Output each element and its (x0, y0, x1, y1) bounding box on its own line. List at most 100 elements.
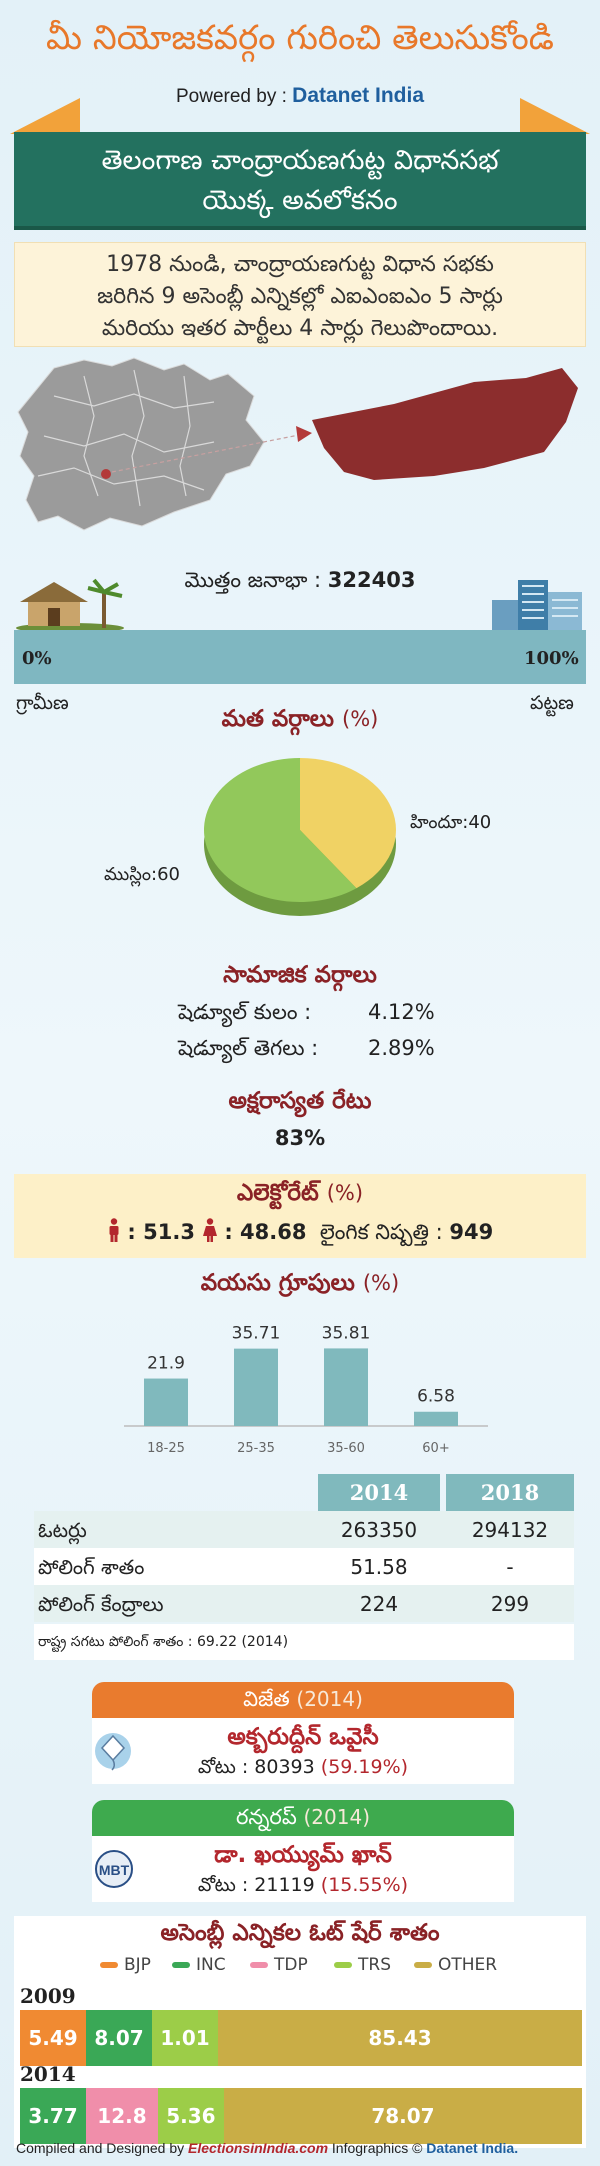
legend-label: TRS (358, 1955, 391, 1975)
cell-2014: 263350 (340, 1518, 418, 1542)
age-bar-value: 35.71 (232, 1324, 281, 1344)
share-bar-2009-trs: 1.01 (152, 2010, 218, 2066)
col-header-2014: 2014 (318, 1474, 440, 1511)
kite-party-icon (95, 1733, 131, 1771)
urban-label: పట్టణ (530, 692, 574, 714)
pie-slice-hindu (300, 758, 396, 889)
legend-swatch (414, 1962, 432, 1968)
powered-by-label: Powered by : (175, 86, 293, 107)
cell-2014: 51.58 (350, 1555, 408, 1579)
row-label: ఓటర్లు (38, 1518, 87, 1542)
legend-item-tdp: TDP (250, 1955, 308, 1975)
pie-label-muslim: ముస్లిం:60 (104, 864, 181, 885)
runner-up-label: రన్నరప్ (235, 1805, 297, 1829)
winner-name: అక్బరుద్దీన్ ఒవైసీ (227, 1724, 379, 1750)
state-map-shape (17, 357, 265, 531)
pie-slice-muslim (204, 758, 357, 902)
age-unit: (%) (362, 1271, 400, 1295)
female-icon (202, 1218, 217, 1242)
sex-ratio-value: 949 (449, 1220, 494, 1244)
age-category-label: 60+ (422, 1441, 449, 1456)
footer-compiled: Compiled and Designed by (16, 2140, 188, 2156)
state-average-note: రాష్ట్ర సగటు పోలింగ్ శాతం : 69.22 (2014) (34, 1624, 574, 1660)
age-bar-18-25 (144, 1378, 188, 1426)
electorate-title: ఎలెక్టోరేట్ (%) (0, 1180, 600, 1212)
winner-votes-count: వోటు : 80393 (197, 1756, 315, 1778)
constituency-map (17, 357, 578, 531)
st-row: షెడ్యూల్ తెగలు : 2.89% (178, 1036, 478, 1066)
winner-card: అక్బరుద్దీన్ ఒవైసీ వోటు : 80393 (59.19%) (92, 1718, 514, 1784)
runner-up-card: MBT డా. ఖయ్యుమ్ ఖాన్ వోటు : 21119 (15.55… (92, 1836, 514, 1902)
year-label-2014: 2014 (20, 2062, 76, 2086)
share-bar-2009-bjp: 5.49 (20, 2010, 86, 2066)
table-row-polling-stations: పోలింగ్ కేంద్రాలు 224 299 (34, 1585, 574, 1622)
ribbon-left-decoration (10, 98, 80, 134)
table-row-voters: ఓటర్లు 263350 294132 (34, 1511, 574, 1548)
legend-swatch (334, 1962, 352, 1968)
age-category-label: 18-25 (147, 1441, 185, 1456)
location-marker (101, 469, 111, 479)
literacy-title: అక్షరాస్యత రేటు (228, 1088, 372, 1114)
banner-line-2: యొక్క అవలోకనం (202, 185, 398, 216)
powered-by: Powered by : Datanet India (0, 84, 600, 108)
legend-swatch (100, 1962, 118, 1968)
winner-votes: వోటు : 80393 (59.19%) (92, 1756, 514, 1783)
sex-ratio-label: లైంగిక నిష్పత్తి : (319, 1220, 450, 1244)
religion-title-text: మత వర్గాలు (221, 706, 335, 732)
footer-brand: Datanet India. (426, 2140, 519, 2156)
runner-up-votes: వోటు : 21119 (15.55%) (92, 1874, 514, 1901)
row-label: పోలింగ్ కేంద్రాలు (38, 1592, 164, 1616)
pointer-line (111, 433, 305, 473)
sc-label: షెడ్యూల్ కులం : (178, 1000, 312, 1024)
age-category-label: 25-35 (237, 1441, 275, 1456)
male-value: : 51.3 (127, 1220, 195, 1244)
legend-item-trs: TRS (334, 1955, 391, 1975)
runner-up-year: (2014) (303, 1805, 371, 1829)
col-header-2018: 2018 (446, 1474, 574, 1511)
winner-label: విజేత (243, 1687, 290, 1711)
female-value: : 48.68 (224, 1220, 307, 1244)
constituency-banner: తెలంగాణ చాంద్రాయణగుట్ట విధానసభ యొక్క అవల… (14, 132, 586, 230)
footer-infographics: Infographics © (328, 2140, 427, 2156)
population-label: మొత్తం జనాభా : (184, 568, 328, 592)
legend-label: TDP (274, 1955, 308, 1975)
runner-up-votes-pct: (15.55%) (320, 1874, 409, 1896)
cell-2018: 294132 (471, 1518, 549, 1542)
age-bar-value: 6.58 (417, 1387, 455, 1407)
age-title-text: వయసు గ్రూపులు (200, 1270, 355, 1296)
sc-row: షెడ్యూల్ కులం : 4.12% (178, 1000, 478, 1030)
footer-site: ElectionsinIndia.com (188, 2140, 329, 2156)
sc-value: 4.12% (368, 1000, 435, 1024)
mbt-party-logo: MBT (95, 1850, 133, 1888)
legend-label: INC (196, 1955, 226, 1975)
vote-share-title: అసెంబ్లీ ఎన్నికల ఓట్ షేర్ శాతం (160, 1920, 440, 1946)
electorate-unit: (%) (326, 1181, 364, 1205)
electorate-row: : 51.3 : 48.68 లైంగిక నిష్పత్తి : 949 (0, 1218, 600, 1250)
cell-2018: 299 (490, 1592, 530, 1616)
religion-title: మత వర్గాలు (%) (0, 706, 600, 738)
age-groups-title: వయసు గ్రూపులు (%) (0, 1270, 600, 1302)
st-value: 2.89% (368, 1036, 435, 1060)
table-row-polling-pct: పోలింగ్ శాతం 51.58 - (34, 1548, 574, 1585)
population-value: 322403 (327, 568, 416, 592)
rural-label: గ్రామీణ (16, 692, 69, 714)
age-bar-value: 21.9 (147, 1354, 185, 1374)
ribbon-right-decoration (520, 98, 590, 134)
intro-line-2: జరిగిన 9 అసెంబ్లీ ఎన్నికల్లో ఎఐఎంఐఎం 5 స… (97, 284, 503, 309)
age-bar-35-60 (324, 1348, 368, 1426)
row-label: పోలింగ్ శాతం (38, 1555, 145, 1579)
winner-year: (2014) (296, 1687, 363, 1711)
urbanization-max: 100% (524, 648, 579, 669)
legend-item-other: OTHER (414, 1955, 497, 1975)
winner-votes-pct: (59.19%) (320, 1756, 409, 1778)
urban-city-icon (492, 580, 582, 630)
legend-label: OTHER (438, 1955, 498, 1975)
legend-item-inc: INC (172, 1955, 226, 1975)
intro-line-3: మరియు ఇతర పార్టీలు 4 సార్లు గెలుపొందాయి. (101, 316, 499, 341)
religion-pie-chart (204, 758, 396, 916)
year-label-2009: 2009 (20, 1984, 76, 2008)
legend-swatch (172, 1962, 190, 1968)
intro-line-1: 1978 నుండి, చాంద్రాయణగుట్ట విధాన సభకు (106, 252, 494, 277)
runner-up-name: డా. ఖయ్యుమ్ ఖాన్ (214, 1842, 392, 1868)
footer: Compiled and Designed by ElectionsinIndi… (16, 2140, 586, 2156)
